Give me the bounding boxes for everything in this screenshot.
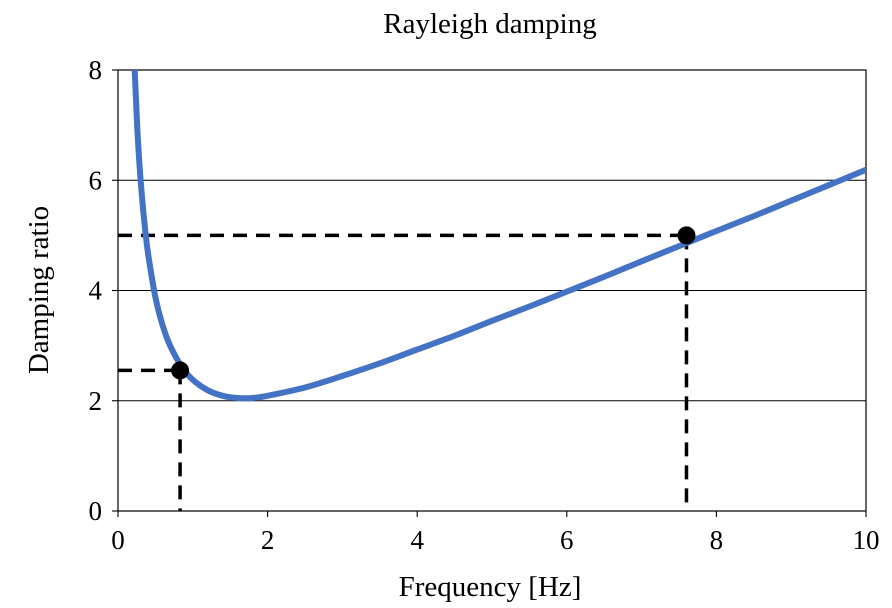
series-layer — [131, 70, 866, 402]
x-tick-label-2: 4 — [410, 525, 424, 555]
x-tick-label-4: 8 — [710, 525, 724, 555]
chart-title: Rayleigh damping — [383, 8, 596, 40]
x-axis-ticks: 0 2 4 6 8 10 — [111, 511, 880, 555]
y-axis-ticks: 0 2 4 6 8 — [89, 55, 118, 526]
data-point-marker-0 — [171, 361, 190, 380]
dashed-guide-lines — [118, 233, 689, 511]
data-point-marker-1 — [677, 226, 696, 245]
y-tick-label-1: 2 — [89, 386, 103, 416]
x-tick-label-5: 10 — [853, 525, 880, 555]
x-tick-label-0: 0 — [111, 525, 125, 555]
series-line-0 — [131, 70, 866, 402]
y-axis-label: Damping ratio — [23, 206, 55, 374]
x-axis-label: Frequency [Hz] — [399, 571, 582, 603]
y-tick-label-2: 4 — [89, 276, 103, 306]
y-tick-label-4: 8 — [89, 55, 103, 85]
data-markers — [171, 226, 696, 380]
y-tick-label-0: 0 — [89, 496, 103, 526]
x-tick-label-1: 2 — [261, 525, 275, 555]
x-tick-label-3: 6 — [560, 525, 574, 555]
y-tick-label-3: 6 — [89, 165, 103, 195]
